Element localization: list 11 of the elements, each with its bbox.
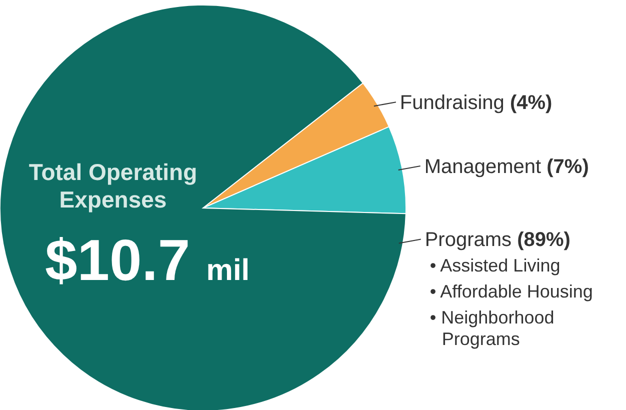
text: Total Operating Expenses <box>28 159 198 213</box>
text: • Assisted Living <box>430 256 560 276</box>
slice-label: Programs <box>424 229 512 252</box>
data-label: (4%) <box>504 92 552 114</box>
text: • Neighborhood Programs <box>430 308 554 350</box>
data-label: (89%) <box>512 229 570 252</box>
slice-label: Management <box>424 156 542 178</box>
slice-label: Fundraising <box>400 92 504 114</box>
text: • Affordable Housing <box>430 282 593 302</box>
text: $10.7 mil <box>45 228 250 293</box>
data-label: (7%) <box>541 156 589 178</box>
